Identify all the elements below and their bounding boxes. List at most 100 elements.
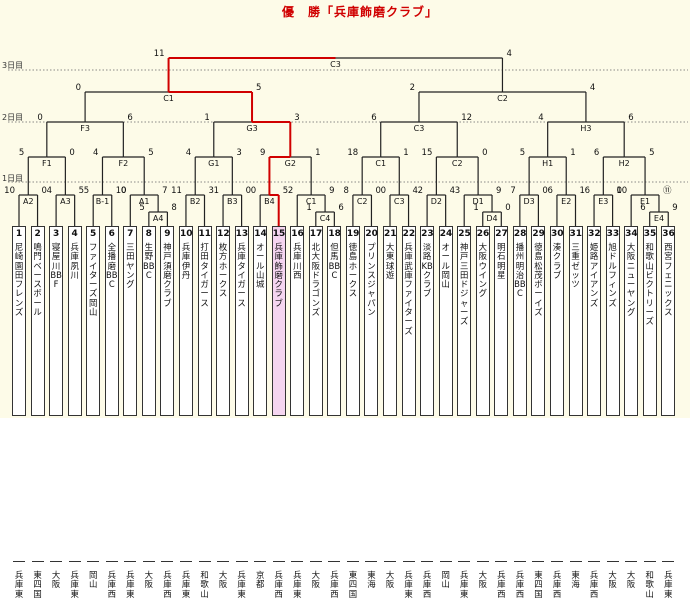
team-box: 11 打田タイガース 和歌山 (197, 226, 212, 598)
match-code: C3 (414, 124, 425, 133)
team-number: 31 (569, 229, 583, 239)
team-number: 1 (15, 229, 23, 239)
team-name: 大阪ウイング (478, 242, 487, 299)
team-region: 兵庫東 (70, 570, 79, 599)
team-name: ファイターズ岡山 (89, 242, 98, 318)
team-name: 湊クラブ (552, 242, 562, 280)
team-divider (217, 561, 230, 562)
team-name: 打田タイガース (200, 242, 209, 308)
score-left: 10 (616, 186, 627, 196)
team-divider (588, 561, 601, 562)
score-left: 4 (93, 148, 98, 158)
round-label-day3: 3日目 (2, 61, 24, 70)
team-divider (643, 561, 656, 562)
team-divider (105, 561, 118, 562)
team-region: 大阪 (311, 570, 320, 590)
team-divider (476, 561, 489, 562)
match-code: B-1 (96, 197, 109, 206)
team-name: 神戸三田ドジャーズ (460, 242, 469, 327)
team-name: 兵庫夙川 (70, 242, 79, 280)
score-right: ⑪ (663, 186, 672, 196)
match-code: G2 (285, 159, 296, 168)
team-region: 兵庫東 (237, 570, 246, 599)
team-name: 兵庫タイガース (237, 242, 246, 308)
team-divider (346, 561, 359, 562)
score-right: 9 (496, 186, 501, 196)
team-box: 32 姫路アイアンズ 兵庫西 (587, 226, 602, 598)
team-name: 西宮フェニックス (664, 242, 673, 318)
team-name: 明石明星 (497, 242, 506, 280)
team-number: 14 (254, 229, 267, 239)
score-left: 1 (473, 203, 478, 213)
team-name: オール山城 (256, 242, 265, 290)
score-left: 4 (186, 148, 191, 158)
match-code: C3 (394, 197, 405, 206)
team-number: 26 (476, 229, 490, 239)
score-left: 18 (347, 148, 358, 158)
team-name: 北大阪ドラゴンズ (311, 242, 320, 318)
team-number: 27 (495, 229, 508, 239)
score-right: 9 (329, 186, 334, 196)
score-right: 0 (69, 148, 74, 158)
score-left: 10 (4, 186, 15, 196)
team-region: 東四国 (33, 570, 42, 599)
team-box: 7 三田ヤング 兵庫東 (123, 226, 138, 598)
score-right: 0 (505, 203, 510, 213)
team-name: 兵庫伊丹 (181, 242, 191, 280)
score-right: 6 (127, 113, 132, 123)
score-right: 5 (148, 148, 153, 158)
team-number: 20 (365, 229, 378, 239)
team-number: 15 (272, 229, 286, 239)
team-divider (513, 561, 526, 562)
team-divider (142, 561, 155, 562)
team-name: 三重ゼッツ (571, 242, 580, 290)
team-region: 大阪 (51, 570, 61, 590)
team-number: 10 (180, 229, 193, 239)
team-box: 25 神戸三田ドジャーズ 兵庫東 (457, 226, 472, 598)
match-code: E2 (561, 197, 571, 206)
team-number: 23 (421, 229, 434, 239)
score-right: 4 (506, 49, 511, 59)
team-region: 兵庫東 (664, 570, 673, 599)
team-region: 和歌山 (645, 570, 654, 599)
score-left: 5 (19, 148, 24, 158)
team-box: 5 ファイターズ岡山 岡山 (86, 226, 101, 589)
score-right: 0 (42, 186, 47, 196)
team-number: 19 (346, 229, 360, 239)
team-box: 33 旭ドルフィンズ 大阪 (605, 226, 620, 589)
team-number: 3 (52, 229, 60, 239)
team-divider (625, 561, 638, 562)
team-box: 10 兵庫伊丹 兵庫東 (179, 226, 193, 598)
team-region: 兵庫西 (163, 570, 172, 599)
score-left: 5 (84, 186, 89, 196)
score-right: 1 (315, 148, 320, 158)
team-divider (13, 561, 25, 562)
team-divider (365, 561, 378, 562)
team-box: 6 全播磨BBC 兵庫西 (104, 226, 119, 598)
team-number: 29 (532, 229, 545, 239)
score-left: 6 (371, 113, 376, 123)
score-left: 2 (410, 83, 415, 93)
team-number: 12 (217, 229, 230, 239)
team-region: 東四国 (348, 570, 358, 599)
score-left: 7 (510, 186, 515, 196)
team-region: 大阪 (608, 570, 617, 590)
team-number: 9 (164, 229, 171, 239)
team-box: 13 兵庫タイガース 兵庫東 (234, 226, 249, 598)
team-divider (235, 561, 248, 562)
team-region: 兵庫西 (274, 570, 283, 599)
team-divider (328, 561, 341, 562)
match-code: A2 (23, 197, 34, 206)
score-right: 4 (413, 186, 418, 196)
score-right: 3 (294, 113, 299, 123)
team-name: 兵庫武庫ファイターズ (404, 242, 413, 336)
team-name: 兵庫川西 (293, 242, 302, 280)
team-region: 岡山 (89, 570, 98, 590)
score-right: 1 (580, 186, 585, 196)
team-region: 兵庫西 (422, 570, 432, 599)
score-right: 10 (116, 186, 127, 196)
score-left: 0 (381, 186, 386, 196)
score-right: 1 (403, 148, 408, 158)
match-code: F2 (118, 159, 128, 168)
team-divider (31, 561, 44, 562)
